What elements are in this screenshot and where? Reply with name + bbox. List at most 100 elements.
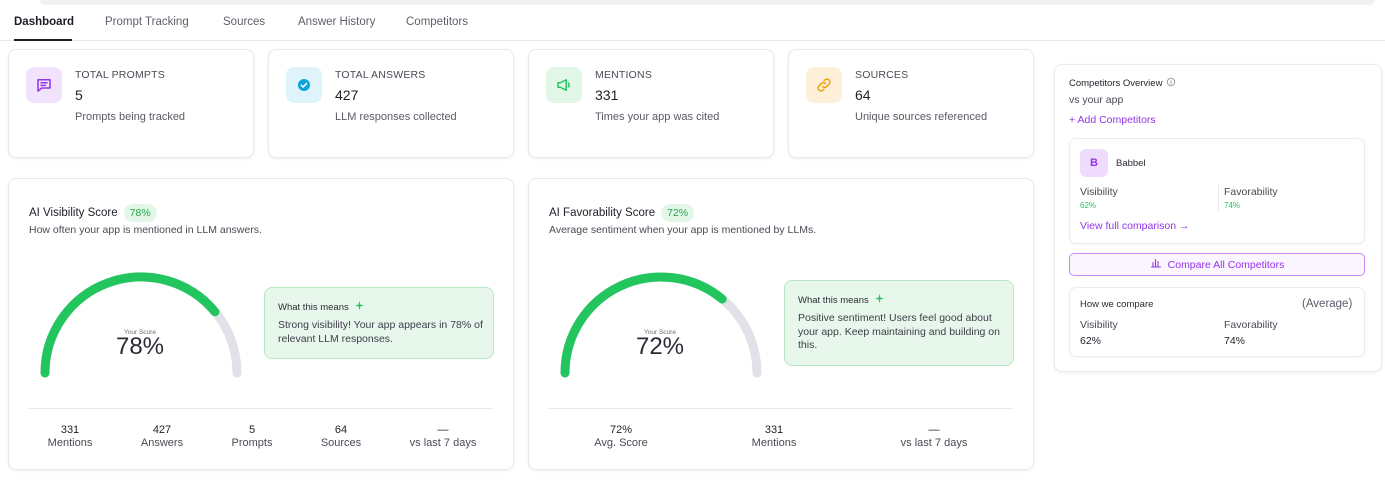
metric-mentions: 331 Mentions — [48, 424, 93, 450]
gauge-value: 72% — [635, 333, 685, 360]
tab-answer-history[interactable]: Answer History — [298, 16, 376, 28]
gauge-fill — [40, 272, 220, 378]
visibility-label: Visibility — [1080, 319, 1118, 331]
active-tab-indicator — [14, 39, 72, 41]
gauge-label: Your Score — [124, 329, 156, 336]
visibility-gauge — [40, 272, 242, 378]
score-subtitle: How often your app is mentioned in LLM a… — [29, 224, 262, 236]
visibility-score-title: AI Visibility Score 78% — [29, 204, 157, 222]
how-we-compare-title: How we compare — [1080, 299, 1154, 310]
metric-value: 331 — [60, 424, 80, 436]
metric-label: Mentions — [751, 437, 797, 449]
tab-dashboard[interactable]: Dashboard — [14, 16, 75, 28]
stat-value: 64 — [855, 87, 871, 103]
favorability-value: 74% — [1224, 335, 1246, 347]
metric-label: Mentions — [47, 437, 93, 449]
sparkle-icon — [874, 293, 885, 307]
metric-label: Answers — [140, 437, 184, 449]
stat-value: 427 — [335, 87, 359, 103]
metric-trend: — vs last 7 days — [410, 424, 477, 450]
visibility-value: 62% — [1080, 201, 1097, 210]
stat-label: SOURCES — [855, 69, 909, 81]
metric-trend: — vs last 7 days — [901, 424, 968, 450]
favorability-label: Favorability — [1224, 319, 1278, 331]
means-title-text: What this means — [798, 294, 869, 306]
info-icon[interactable] — [1166, 77, 1176, 90]
means-title-text: What this means — [278, 301, 349, 313]
score-title-text: AI Visibility Score — [29, 207, 118, 219]
stat-card-total-answers: TOTAL ANSWERS 427 LLM responses collecte… — [268, 49, 514, 158]
gauge-value: 78% — [115, 333, 165, 360]
metric-label: Avg. Score — [594, 437, 648, 449]
stat-description: Prompts being tracked — [75, 111, 186, 123]
what-this-means-box: What this means Positive sentiment! User… — [784, 280, 1014, 366]
stat-card-total-prompts: TOTAL PROMPTS 5 Prompts being tracked — [8, 49, 254, 158]
divider — [29, 408, 493, 409]
metric-label: Sources — [320, 437, 362, 449]
score-subtitle: Average sentiment when your app is menti… — [549, 224, 817, 236]
means-text: Positive sentiment! Users feel good abou… — [798, 312, 1000, 351]
means-text: Strong visibility! Your app appears in 7… — [278, 319, 483, 345]
metric-value: 64 — [334, 424, 348, 436]
stat-label: TOTAL ANSWERS — [335, 69, 426, 81]
stat-card-mentions: MENTIONS 331 Times your app was cited — [528, 49, 774, 158]
metric-value: 72% — [609, 424, 633, 436]
what-this-means-box: What this means Strong visibility! Your … — [264, 287, 494, 359]
top-strip — [40, 0, 1375, 5]
stat-label: TOTAL PROMPTS — [75, 69, 165, 81]
stat-label: MENTIONS — [595, 69, 653, 81]
favorability-value: 74% — [1224, 201, 1241, 210]
metric-value: — — [437, 424, 449, 436]
metric-label: Prompts — [231, 437, 273, 449]
bar-chart-icon — [1150, 257, 1162, 272]
competitor-name: Babbel — [1116, 158, 1146, 169]
score-title-text: AI Favorability Score — [549, 207, 656, 219]
competitor-card-babbel[interactable]: B Babbel Visibility 62% Favorability 74%… — [1069, 138, 1365, 244]
competitors-overview-panel: Competitors Overview vs your app + Add C… — [1054, 64, 1382, 372]
tab-competitors[interactable]: Competitors — [406, 16, 468, 28]
gauge-fill — [560, 272, 727, 378]
comp-subtitle: vs your app — [1069, 94, 1124, 106]
message-square-icon — [26, 67, 62, 103]
megaphone-icon — [546, 67, 582, 103]
sparkle-icon — [354, 300, 365, 314]
link-icon — [806, 67, 842, 103]
stat-value: 331 — [595, 87, 619, 103]
means-title: What this means — [278, 300, 365, 314]
score-badge: 78% — [123, 204, 157, 222]
tab-sources[interactable]: Sources — [223, 16, 266, 28]
stat-description: Times your app was cited — [595, 111, 720, 123]
metric-label: vs last 7 days — [409, 437, 477, 449]
compare-all-competitors-button[interactable]: Compare All Competitors — [1069, 253, 1365, 276]
stat-card-sources: SOURCES 64 Unique sources referenced — [788, 49, 1034, 158]
check-circle-icon — [286, 67, 322, 103]
favorability-gauge — [560, 272, 762, 378]
stat-description: Unique sources referenced — [855, 111, 988, 123]
metric-prompts: 5 Prompts — [232, 424, 273, 450]
metric-value: — — [928, 424, 940, 436]
visibility-score-card: AI Visibility Score 78% How often your a… — [8, 178, 514, 470]
means-title: What this means — [798, 293, 885, 307]
metric-sources: 64 Sources — [321, 424, 361, 450]
favorability-score-title: AI Favorability Score 72% — [549, 204, 695, 222]
view-full-comparison-link[interactable]: View full comparison → — [1080, 220, 1190, 232]
tab-prompt-tracking[interactable]: Prompt Tracking — [105, 16, 189, 28]
compare-all-label: Compare All Competitors — [1167, 258, 1285, 271]
average-note: (Average) — [1302, 298, 1353, 310]
avatar: B — [1080, 149, 1108, 177]
column-divider — [1218, 185, 1219, 211]
divider — [549, 408, 1013, 409]
metric-avg-score: 72% Avg. Score — [594, 424, 648, 450]
stat-description: LLM responses collected — [335, 111, 457, 123]
metric-answers: 427 Answers — [141, 424, 183, 450]
metric-value: 5 — [248, 424, 256, 436]
visibility-label: Visibility — [1080, 186, 1118, 198]
add-competitors-link[interactable]: + Add Competitors — [1069, 114, 1156, 126]
favorability-score-card: AI Favorability Score 72% Average sentim… — [528, 178, 1034, 470]
tab-bar: Dashboard Prompt Tracking Sources Answer… — [0, 6, 1385, 41]
stat-value: 5 — [75, 87, 83, 103]
favorability-label: Favorability — [1224, 186, 1278, 198]
metric-label: vs last 7 days — [900, 437, 968, 449]
metric-value: 427 — [152, 424, 172, 436]
visibility-value: 62% — [1080, 335, 1102, 347]
